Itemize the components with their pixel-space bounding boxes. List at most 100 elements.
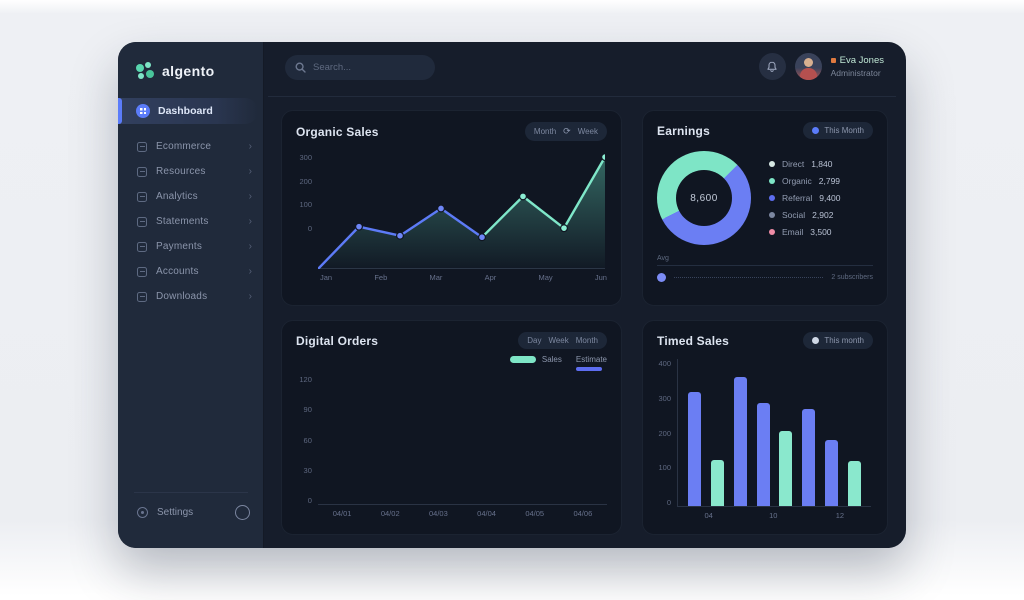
bar-chart-yaxis: 400 300 200 100 0 <box>657 359 677 507</box>
bar-chart-legend: Sales Estimate <box>296 355 607 373</box>
sidebar-item-ecommerce[interactable]: Ecommerce › <box>118 134 264 159</box>
x-tick-label: Apr <box>484 273 497 282</box>
topbar-right: Eva Jones Administrator <box>758 53 884 80</box>
search-bar[interactable] <box>285 55 435 80</box>
y-tick-label: 100 <box>658 463 671 473</box>
sidebar-item-downloads[interactable]: Downloads › <box>118 284 264 309</box>
sidebar-item-statements[interactable]: Statements › <box>118 209 264 234</box>
slider-handle[interactable] <box>657 273 666 282</box>
range-toggle[interactable]: Month ⟳ Week <box>524 122 607 141</box>
bar <box>779 431 793 507</box>
legend-value: 3,500 <box>810 227 832 237</box>
sidebar-item-payments[interactable]: Payments › <box>118 234 264 259</box>
x-tick-label: Mar <box>429 273 443 282</box>
slider-track[interactable] <box>674 277 824 278</box>
panel-title: Organic Sales <box>296 124 379 139</box>
chevron-right-icon: › <box>248 141 252 152</box>
dashboard-card: algento Dashboard Ecommerce › Resources › An… <box>118 42 906 548</box>
legend-dot-icon <box>769 161 775 167</box>
legend-label: Direct <box>782 159 805 169</box>
bar <box>710 459 724 507</box>
chevron-right-icon: › <box>248 266 252 277</box>
y-tick-label: 400 <box>658 359 671 368</box>
legend-label: Sales <box>541 355 562 364</box>
data-point <box>519 192 528 201</box>
notifications-button[interactable] <box>758 53 786 80</box>
sidebar-item-label: Downloads <box>156 291 208 302</box>
bar <box>802 408 816 507</box>
x-axis-line <box>317 504 607 505</box>
x-tick-label: May <box>538 273 553 282</box>
chevron-right-icon: › <box>248 291 252 302</box>
refresh-icon[interactable]: ⟳ <box>563 126 571 136</box>
period-segmented-control[interactable]: Day Week Month <box>518 332 607 349</box>
segment-day[interactable]: Day <box>527 336 542 345</box>
x-tick-label: 10 <box>769 511 778 520</box>
active-item-accent <box>118 98 122 124</box>
sidebar-item-resources[interactable]: Resources › <box>118 159 264 184</box>
range-option-week[interactable]: Week <box>577 127 598 136</box>
legend-dot-icon <box>769 229 775 235</box>
period-badge[interactable]: This Month <box>803 122 873 139</box>
bar-chart-yaxis: 120 90 60 30 0 <box>296 375 318 505</box>
bar <box>687 391 701 507</box>
y-tick-label: 120 <box>299 375 312 384</box>
donut-center-value: 8,600 <box>676 170 732 226</box>
sidebar-item-accounts[interactable]: Accounts › <box>118 259 264 284</box>
footer-caption: 2 subscribers <box>831 274 873 281</box>
user-avatar[interactable] <box>794 53 822 80</box>
legend-value: 1,840 <box>811 159 833 169</box>
analytics-icon <box>137 191 147 202</box>
accounts-icon <box>137 266 147 277</box>
sidebar-item-label: Resources <box>156 166 206 177</box>
y-tick-label: 0 <box>307 223 312 233</box>
bar <box>825 439 839 507</box>
brand-name: algento <box>162 63 215 79</box>
sales-swatch-icon <box>509 356 536 363</box>
sidebar: algento Dashboard Ecommerce › Resources › An… <box>118 42 264 548</box>
bar-chart-xaxis: 04 10 12 <box>677 511 873 523</box>
badge-label: This month <box>824 336 864 345</box>
user-role: Administrator <box>830 68 881 78</box>
footer-divider <box>657 265 873 266</box>
legend-dot-icon <box>769 195 775 201</box>
panel-organic-sales: Organic Sales Month ⟳ Week 300 200 100 0 Ja… <box>281 110 622 306</box>
chevron-right-icon: › <box>248 166 252 177</box>
x-tick-label: Feb <box>374 273 388 282</box>
bar <box>733 376 747 507</box>
legend-label: Referral <box>782 193 813 203</box>
y-tick-label: 200 <box>658 428 671 438</box>
range-option-month[interactable]: Month <box>533 127 557 136</box>
theme-toggle[interactable] <box>235 505 250 520</box>
period-badge[interactable]: This month <box>803 332 873 349</box>
legend-item-estimate: Estimate <box>575 355 607 371</box>
gear-icon <box>137 507 148 518</box>
x-tick-label: 04/06 <box>573 509 593 518</box>
donut-chart: 8,600 <box>657 151 751 245</box>
segment-month[interactable]: Month <box>575 336 598 345</box>
legend-item-sales: Sales <box>509 355 562 364</box>
sidebar-item-settings[interactable]: Settings <box>118 505 264 520</box>
panel-digital-orders: Digital Orders Day Week Month Sales Esti… <box>281 320 622 535</box>
ecommerce-icon <box>137 141 147 152</box>
donut-legend: Direct 1,840 Organic 2,799 Referral 9,400 Soci… <box>769 159 841 237</box>
y-tick-label: 90 <box>303 405 312 415</box>
data-point <box>601 153 605 162</box>
sidebar-item-analytics[interactable]: Analytics › <box>118 184 264 209</box>
payments-icon <box>137 241 147 252</box>
legend-label: Email <box>782 227 804 237</box>
settings-label: Settings <box>157 507 194 518</box>
sidebar-item-dashboard[interactable]: Dashboard <box>118 98 258 124</box>
topbar-divider <box>268 96 896 97</box>
brand-logo: algento <box>118 42 263 80</box>
badge-dot-icon <box>812 337 820 344</box>
sidebar-footer: Settings <box>118 492 264 520</box>
search-input[interactable] <box>313 62 425 73</box>
chevron-right-icon: › <box>248 191 252 202</box>
y-tick-label: 60 <box>303 435 312 445</box>
sidebar-item-label: Accounts <box>156 266 199 277</box>
grouped-bar-chart <box>317 375 607 505</box>
bar-chart-xaxis: 04/01 04/02 04/03 04/04 04/05 04/06 <box>318 509 607 518</box>
x-tick-label: 04/01 <box>332 509 352 518</box>
segment-week[interactable]: Week <box>548 336 569 345</box>
